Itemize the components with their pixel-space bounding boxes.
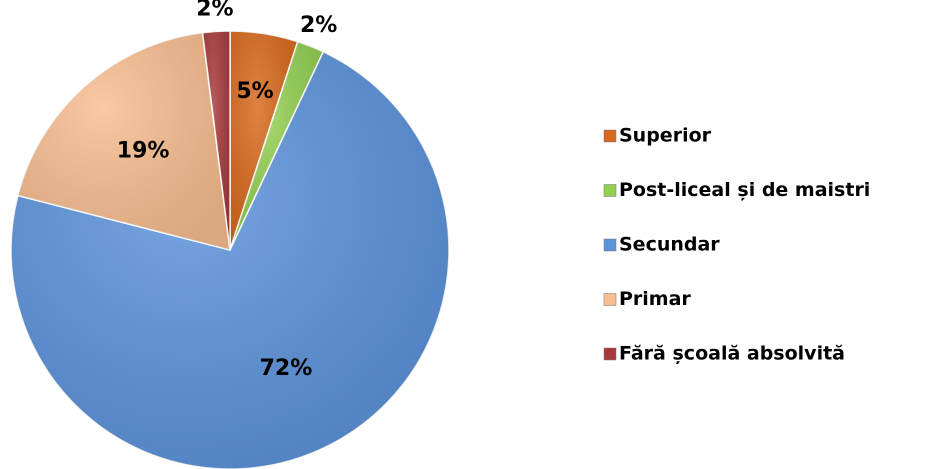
slice-shade [17,32,231,250]
value-label: 2% [300,13,337,38]
slice-shade [10,51,450,469]
slice-shade [230,41,324,250]
legend-label: Superior [619,125,712,147]
legend-label: Fără școală absolvită [619,343,845,365]
legend-label: Primar [619,288,691,310]
legend-swatch [603,293,617,306]
legend-swatch [603,238,617,252]
value-label: 72% [260,356,313,381]
value-label: 2% [196,0,233,22]
value-label: 19% [117,138,170,163]
slice-shade [230,31,298,250]
legend-label: Post-liceal și de maistri [619,179,870,201]
value-label: 5% [236,79,273,104]
pie: 5% 2% 72% 19% 2% [10,0,450,469]
slice-shade [202,31,230,250]
legend-label: Secundar [619,234,720,256]
legend: Superior Post-liceal și de maistri Secunda… [603,125,870,365]
legend-swatch [603,184,617,197]
legend-swatch [603,347,617,361]
legend-swatch [603,129,617,143]
